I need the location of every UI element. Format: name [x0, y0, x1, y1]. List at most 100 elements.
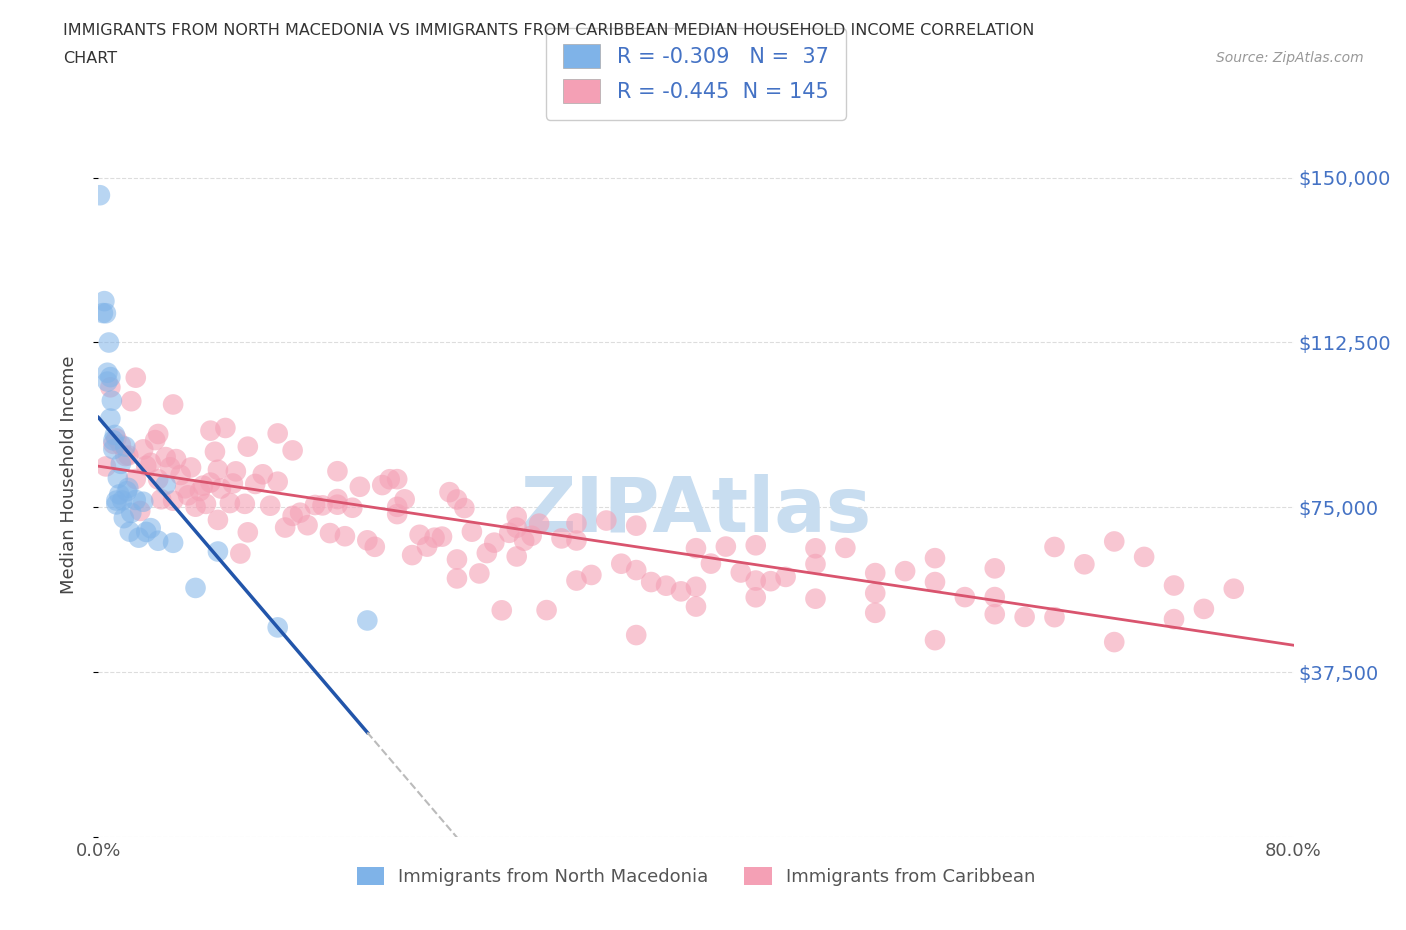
Point [565, 516, 588, 531]
Point [655, 578, 678, 593]
Point [200, 475, 222, 490]
Point [865, 565, 887, 580]
Point [103, 442, 125, 457]
Point [125, 370, 148, 385]
Point [125, 472, 148, 486]
Point [135, 458, 157, 473]
Point [775, 569, 797, 584]
Point [267, 620, 290, 635]
Point [207, 544, 229, 559]
Point [245, 476, 267, 491]
Point [1104, 634, 1126, 649]
Point [191, 478, 214, 493]
Point [188, 484, 211, 498]
Point [114, 439, 136, 454]
Point [378, 472, 401, 486]
Point [924, 551, 946, 565]
Point [110, 437, 132, 452]
Point [461, 525, 484, 539]
Text: CHART: CHART [63, 51, 117, 66]
Point [267, 426, 290, 441]
Point [423, 530, 446, 545]
Point [150, 492, 173, 507]
Point [453, 500, 475, 515]
Point [97, 335, 120, 350]
Point [326, 464, 349, 479]
Point [117, 448, 139, 463]
Point [267, 474, 290, 489]
Point [259, 498, 281, 513]
Point [446, 492, 468, 507]
Point [195, 497, 218, 512]
Point [513, 533, 536, 548]
Point [98, 379, 122, 394]
Point [326, 498, 349, 512]
Point [342, 500, 364, 515]
Point [446, 571, 468, 586]
Point [107, 471, 129, 485]
Point [103, 436, 125, 451]
Point [128, 530, 150, 545]
Point [984, 590, 1007, 604]
Point [288, 505, 311, 520]
Point [180, 460, 202, 475]
Point [685, 540, 707, 555]
Point [159, 459, 181, 474]
Point [98, 411, 122, 426]
Point [148, 533, 170, 548]
Point [155, 477, 177, 492]
Point [356, 533, 378, 548]
Point [236, 439, 259, 454]
Point [89, 188, 111, 203]
Point [139, 456, 162, 471]
Point [745, 573, 768, 588]
Point [595, 513, 617, 528]
Point [685, 579, 707, 594]
Y-axis label: Median Household Income: Median Household Income [59, 355, 77, 593]
Point [924, 575, 946, 590]
Point [984, 606, 1007, 621]
Point [924, 632, 946, 647]
Point [550, 531, 572, 546]
Point [371, 478, 394, 493]
Point [233, 497, 256, 512]
Point [865, 586, 887, 601]
Point [219, 496, 242, 511]
Point [506, 510, 529, 525]
Point [730, 565, 752, 580]
Point [1163, 612, 1185, 627]
Point [468, 566, 491, 581]
Point [506, 549, 529, 564]
Point [394, 492, 416, 507]
Point [1163, 578, 1185, 593]
Point [174, 481, 197, 496]
Point [610, 556, 633, 571]
Point [96, 374, 118, 389]
Point [111, 493, 134, 508]
Point [162, 397, 184, 412]
Point [105, 493, 128, 508]
Point [1133, 550, 1156, 565]
Point [304, 498, 326, 512]
Point [115, 484, 138, 498]
Point [108, 487, 131, 502]
Point [103, 433, 125, 448]
Point [129, 503, 152, 518]
Point [105, 431, 128, 445]
Point [401, 548, 423, 563]
Point [101, 393, 124, 408]
Point [105, 497, 128, 512]
Text: Source: ZipAtlas.com: Source: ZipAtlas.com [1216, 51, 1364, 65]
Point [326, 492, 349, 507]
Point [207, 462, 229, 477]
Point [491, 603, 513, 618]
Point [408, 527, 430, 542]
Point [204, 445, 226, 459]
Text: ZIPAtlas: ZIPAtlas [520, 473, 872, 548]
Point [626, 628, 648, 643]
Point [120, 505, 142, 520]
Point [745, 590, 768, 604]
Point [439, 485, 461, 499]
Point [94, 306, 117, 321]
Point [356, 613, 378, 628]
